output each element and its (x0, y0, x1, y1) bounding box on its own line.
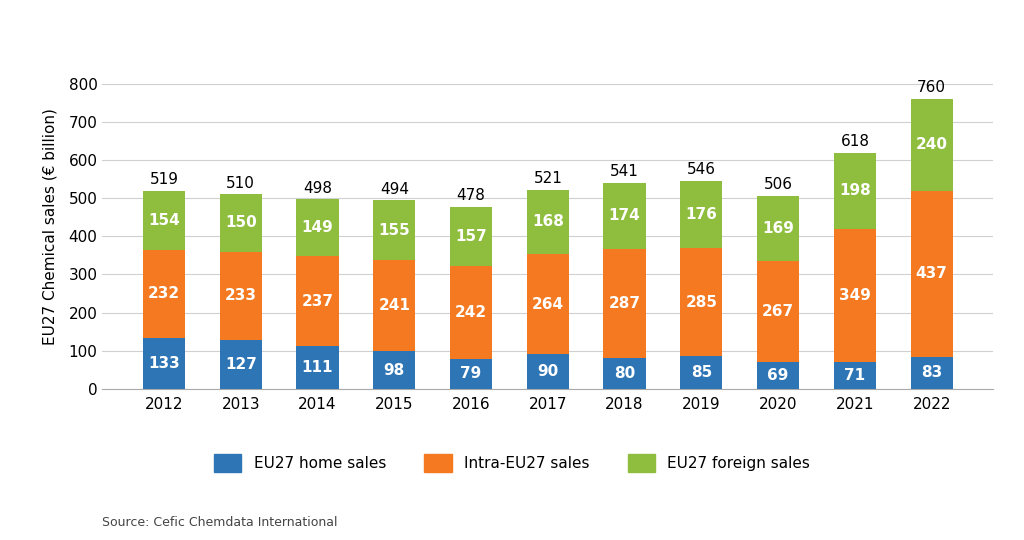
Text: 267: 267 (762, 304, 795, 319)
Bar (296, 199, 339, 256)
Bar (757, 197, 800, 261)
Text: 760: 760 (918, 80, 946, 95)
Text: 155: 155 (379, 222, 411, 238)
Bar (450, 359, 493, 389)
Bar (834, 229, 876, 362)
Text: 237: 237 (301, 294, 334, 309)
Text: 521: 521 (534, 171, 562, 186)
Bar (296, 347, 339, 389)
Text: 69: 69 (767, 368, 788, 383)
Text: 169: 169 (762, 221, 794, 236)
Bar (143, 338, 185, 389)
Bar (296, 256, 339, 347)
Text: 510: 510 (226, 176, 255, 191)
Text: 349: 349 (839, 288, 870, 303)
Text: 85: 85 (691, 365, 712, 380)
Text: 154: 154 (148, 213, 180, 228)
Bar (143, 191, 185, 249)
Text: 618: 618 (841, 134, 869, 150)
Bar (220, 194, 262, 252)
Text: 437: 437 (915, 266, 947, 281)
Bar (143, 249, 185, 338)
Bar (757, 261, 800, 362)
Text: 80: 80 (614, 366, 635, 381)
Text: 198: 198 (839, 184, 870, 199)
Text: 233: 233 (225, 288, 257, 303)
Text: 150: 150 (225, 215, 257, 231)
Bar (373, 260, 416, 352)
Bar (680, 181, 723, 248)
Bar (373, 352, 416, 389)
Bar (526, 254, 569, 354)
Text: 541: 541 (610, 164, 639, 179)
Bar (450, 207, 493, 266)
Text: 83: 83 (921, 366, 942, 381)
Text: 90: 90 (538, 364, 558, 379)
Text: 285: 285 (685, 295, 718, 309)
Text: 242: 242 (455, 305, 487, 320)
Text: 264: 264 (531, 296, 564, 312)
Bar (450, 266, 493, 359)
Text: Source: Cefic Chemdata International: Source: Cefic Chemdata International (102, 516, 338, 529)
Bar (220, 252, 262, 340)
Bar (910, 357, 952, 389)
Bar (834, 153, 876, 229)
Text: 98: 98 (384, 363, 404, 377)
Bar (526, 190, 569, 254)
Bar (526, 354, 569, 389)
Bar (603, 183, 646, 249)
Text: 71: 71 (845, 368, 865, 383)
Text: 176: 176 (685, 207, 717, 222)
Bar (757, 362, 800, 389)
Bar (603, 249, 646, 359)
Bar (680, 356, 723, 389)
Text: 506: 506 (764, 178, 793, 192)
Text: 174: 174 (608, 208, 640, 223)
Text: 111: 111 (302, 360, 333, 375)
Y-axis label: EU27 Chemical sales (€ billion): EU27 Chemical sales (€ billion) (42, 109, 57, 345)
Bar (834, 362, 876, 389)
Text: 287: 287 (608, 296, 641, 311)
Text: 157: 157 (456, 229, 487, 244)
Text: 149: 149 (302, 220, 334, 235)
Text: 478: 478 (457, 188, 485, 203)
Bar (680, 248, 723, 356)
Text: 494: 494 (380, 181, 409, 197)
Text: 519: 519 (150, 172, 178, 187)
Text: 241: 241 (379, 298, 411, 313)
Text: 498: 498 (303, 180, 332, 195)
Bar (910, 191, 952, 357)
Text: 240: 240 (915, 137, 947, 152)
Text: 127: 127 (225, 357, 257, 372)
Bar (220, 340, 262, 389)
Text: 79: 79 (461, 366, 481, 381)
Legend: EU27 home sales, Intra-EU27 sales, EU27 foreign sales: EU27 home sales, Intra-EU27 sales, EU27 … (208, 448, 816, 478)
Bar (373, 200, 416, 260)
Text: 232: 232 (147, 286, 180, 301)
Bar (910, 99, 952, 191)
Bar (603, 359, 646, 389)
Text: 546: 546 (687, 162, 716, 177)
Text: 133: 133 (148, 356, 180, 371)
Text: 168: 168 (531, 214, 564, 230)
